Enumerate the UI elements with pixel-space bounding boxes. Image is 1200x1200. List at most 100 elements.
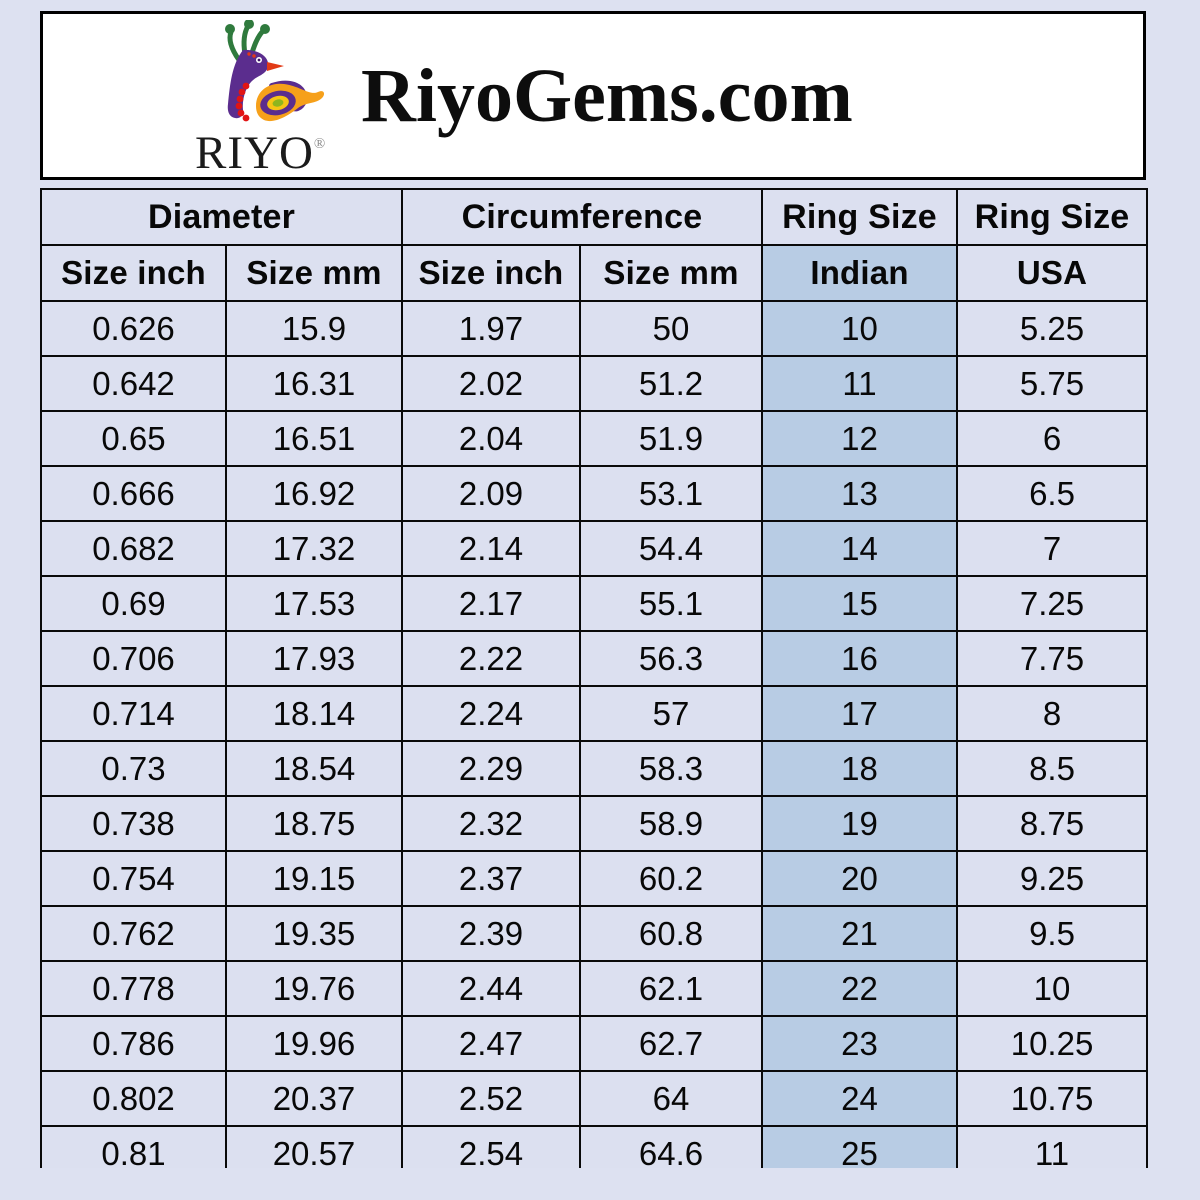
brand-header: RIYO® RiyoGems.com [40,11,1146,180]
cell-r12-c0: 0.778 [40,960,227,1017]
cell-r14-c4: 24 [761,1070,959,1127]
brand-title: RiyoGems.com [361,53,853,138]
table-row: 0.642 16.31 2.02 51.2 11 5.75 [40,355,1149,412]
cell-r11-c5: 9.5 [956,905,1149,962]
cell-r8-c1: 18.54 [225,740,403,797]
cell-r1-c2: 2.02 [401,355,581,412]
table-row: 0.738 18.75 2.32 58.9 19 8.75 [40,795,1149,852]
group-header-2: Ring Size [761,188,959,246]
cell-r13-c5: 10.25 [956,1015,1149,1072]
cell-r7-c2: 2.24 [401,685,581,742]
cell-r5-c3: 55.1 [578,575,764,632]
cell-r10-c1: 19.15 [225,850,403,907]
cell-r12-c1: 19.76 [225,960,403,1017]
cell-r3-c3: 53.1 [578,465,764,522]
cell-r11-c1: 19.35 [225,905,403,962]
cell-r2-c4: 12 [761,410,959,467]
cell-r6-c3: 56.3 [578,630,764,687]
cell-r7-c1: 18.14 [225,685,403,742]
cell-r10-c3: 60.2 [578,850,764,907]
table-row: 0.802 20.37 2.52 64 24 10.75 [40,1070,1149,1127]
cell-r9-c0: 0.738 [40,795,227,852]
cell-r11-c4: 21 [761,905,959,962]
cell-r4-c2: 2.14 [401,520,581,577]
cell-r2-c2: 2.04 [401,410,581,467]
cell-r3-c0: 0.666 [40,465,227,522]
table-row: 0.65 16.51 2.04 51.9 12 6 [40,410,1149,467]
cell-r0-c0: 0.626 [40,300,227,357]
cell-r4-c1: 17.32 [225,520,403,577]
cell-r5-c5: 7.25 [956,575,1149,632]
cell-r9-c5: 8.75 [956,795,1149,852]
table-row: 0.69 17.53 2.17 55.1 15 7.25 [40,575,1149,632]
cell-r7-c3: 57 [578,685,764,742]
cell-r8-c3: 58.3 [578,740,764,797]
riyo-wordmark: RIYO® [195,118,341,179]
cell-r6-c0: 0.706 [40,630,227,687]
cell-r2-c0: 0.65 [40,410,227,467]
cell-r14-c1: 20.37 [225,1070,403,1127]
cell-r11-c0: 0.762 [40,905,227,962]
cell-r4-c3: 54.4 [578,520,764,577]
cell-r12-c4: 22 [761,960,959,1017]
cell-r10-c2: 2.37 [401,850,581,907]
cell-r4-c5: 7 [956,520,1149,577]
cell-r10-c5: 9.25 [956,850,1149,907]
cell-r6-c4: 16 [761,630,959,687]
column-header-4: Indian [761,244,959,302]
cell-r13-c1: 19.96 [225,1015,403,1072]
peacock-logo-icon [225,19,325,121]
column-header-0: Size inch [40,244,227,302]
table-head: Diameter Circumference Ring Size Ring Size … [40,188,1149,302]
cell-r14-c2: 2.52 [401,1070,581,1127]
cell-r8-c0: 0.73 [40,740,227,797]
table-row: 0.786 19.96 2.47 62.7 23 10.25 [40,1015,1149,1072]
cell-r12-c2: 2.44 [401,960,581,1017]
cell-r12-c5: 10 [956,960,1149,1017]
size-chart-container: Diameter Circumference Ring Size Ring Size … [40,188,1149,1182]
cell-r1-c3: 51.2 [578,355,764,412]
cell-r5-c2: 2.17 [401,575,581,632]
cell-r7-c4: 17 [761,685,959,742]
cell-r9-c4: 19 [761,795,959,852]
group-header-0: Diameter [40,188,403,246]
table-row: 0.666 16.92 2.09 53.1 13 6.5 [40,465,1149,522]
cell-r0-c3: 50 [578,300,764,357]
table-row: 0.714 18.14 2.24 57 17 8 [40,685,1149,742]
table-body: 0.626 15.9 1.97 50 10 5.25 0.642 16.31 2.02 51.2 1… [40,300,1149,1182]
cell-r8-c2: 2.29 [401,740,581,797]
table-row: 0.754 19.15 2.37 60.2 20 9.25 [40,850,1149,907]
cell-r3-c4: 13 [761,465,959,522]
column-header-1: Size mm [225,244,403,302]
cell-r13-c2: 2.47 [401,1015,581,1072]
cell-r5-c4: 15 [761,575,959,632]
cell-r10-c0: 0.754 [40,850,227,907]
riyo-logo: RIYO® [193,19,343,179]
cell-r7-c5: 8 [956,685,1149,742]
table-row: 0.73 18.54 2.29 58.3 18 8.5 [40,740,1149,797]
cell-r5-c1: 17.53 [225,575,403,632]
group-header-1: Circumference [400,188,764,246]
cell-r10-c4: 20 [761,850,959,907]
cell-r3-c5: 6.5 [956,465,1149,522]
cell-r13-c3: 62.7 [578,1015,764,1072]
cell-r11-c3: 60.8 [578,905,764,962]
bottom-spacer [0,1168,1200,1200]
cell-r0-c5: 5.25 [956,300,1149,357]
cell-r7-c0: 0.714 [40,685,227,742]
ring-size-table: Diameter Circumference Ring Size Ring Size … [40,188,1149,1182]
cell-r6-c1: 17.93 [225,630,403,687]
cell-r14-c5: 10.75 [956,1070,1149,1127]
cell-r13-c4: 23 [761,1015,959,1072]
cell-r9-c1: 18.75 [225,795,403,852]
cell-r1-c0: 0.642 [40,355,227,412]
group-header-row: Diameter Circumference Ring Size Ring Size [40,188,1149,246]
cell-r2-c3: 51.9 [578,410,764,467]
cell-r1-c5: 5.75 [956,355,1149,412]
table-row: 0.626 15.9 1.97 50 10 5.25 [40,300,1149,357]
table-row: 0.762 19.35 2.39 60.8 21 9.5 [40,905,1149,962]
riyo-wordmark-text: RIYO [195,126,314,179]
cell-r14-c3: 64 [578,1070,764,1127]
registered-trademark-icon: ® [313,135,326,152]
column-header-3: Size mm [578,244,764,302]
